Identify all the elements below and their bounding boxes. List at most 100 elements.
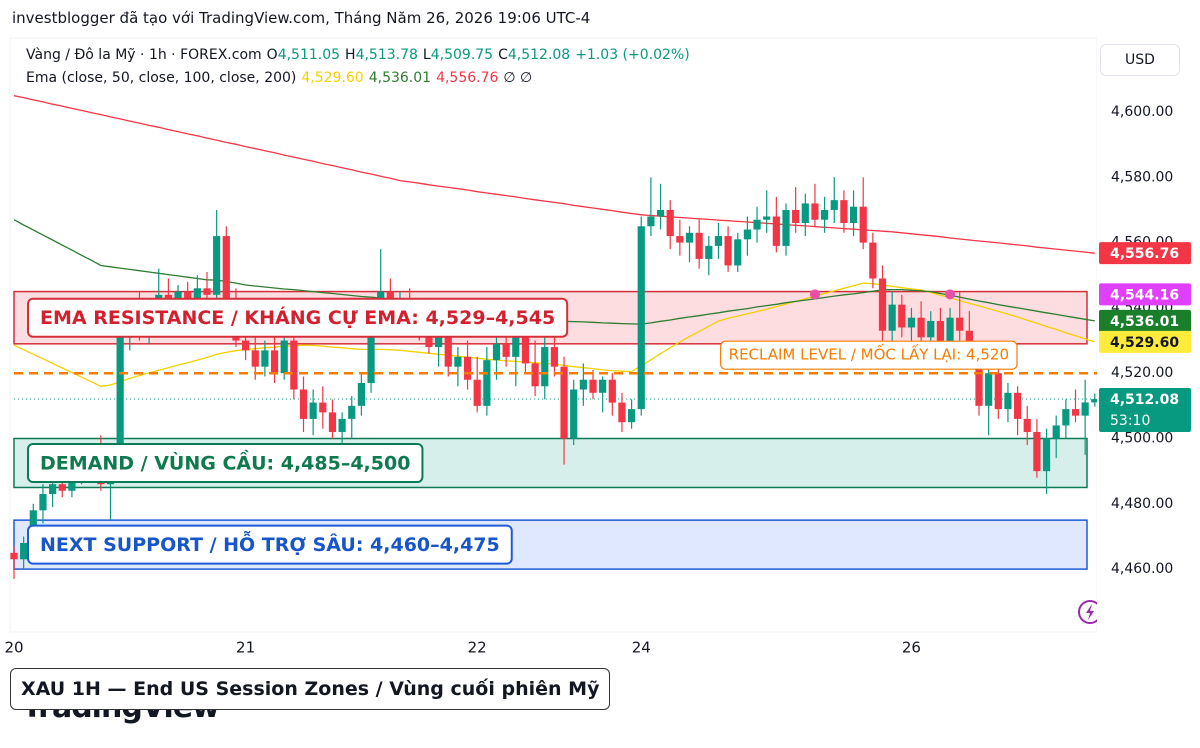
candle-body	[328, 412, 337, 432]
price-tag: 4,536.01	[1099, 309, 1191, 332]
candle-body	[338, 418, 346, 432]
candle-body	[840, 200, 848, 224]
candle-body	[676, 236, 684, 243]
candle-body	[994, 373, 1002, 410]
x-tick-label: 26	[902, 639, 921, 657]
candle-body	[608, 379, 616, 403]
candle-body	[907, 317, 916, 328]
zone-label-box	[27, 297, 569, 338]
candle-body	[270, 350, 279, 374]
candle-body	[792, 209, 800, 224]
candle-body	[184, 291, 192, 299]
candle-body	[280, 340, 288, 374]
candle-body	[821, 209, 829, 220]
candle-body	[782, 209, 790, 246]
candle-body	[473, 379, 481, 406]
y-tick-label: 4,480.00	[1111, 496, 1173, 512]
candle-body	[10, 552, 18, 560]
price-tag: 4,529.60	[1099, 330, 1191, 353]
candle-body	[512, 337, 520, 357]
price-tag-countdown: 53:10	[1110, 413, 1150, 429]
price-tag: 4,544.16	[1099, 283, 1191, 306]
ema-line	[13, 95, 1095, 254]
candle-body	[589, 379, 597, 393]
price-tag-label: 4,529.60	[1110, 335, 1179, 351]
ohlc-key: C	[498, 47, 508, 63]
candle-body	[550, 347, 558, 367]
candle-body	[483, 360, 491, 406]
candle-body	[724, 236, 732, 266]
candle-body	[685, 232, 694, 243]
change: +1.03 (+0.02%)	[575, 47, 690, 63]
indicator-extra: ∅ ∅	[503, 70, 533, 86]
symbol-legend: Vàng / Đô la Mỹ · 1h · FOREX.com O4,511.…	[26, 47, 690, 63]
marker-dot	[945, 289, 956, 300]
candle-body	[599, 379, 607, 393]
candle-body	[348, 405, 356, 419]
reclaim-label-box	[720, 340, 1018, 370]
candle-body	[734, 239, 742, 266]
zone-label-box	[27, 442, 424, 483]
candle-body	[975, 356, 983, 406]
price-tag-label: 4,512.08	[1110, 392, 1179, 408]
candle-body	[541, 347, 549, 387]
zone-label: EMA RESISTANCE / KHÁNG CỰ EMA: 4,529–4,5…	[27, 297, 569, 338]
candle-body	[444, 334, 452, 367]
credit-line: investblogger đã tạo với TradingView.com…	[12, 9, 591, 27]
indicator-value: 4,536.01	[368, 70, 432, 86]
zone-label-text: EMA RESISTANCE / KHÁNG CỰ EMA: 4,529–4,5…	[40, 306, 555, 329]
ohlc-value: 4,509.75	[430, 47, 494, 63]
price-tag-box	[1099, 388, 1191, 433]
candle-body	[213, 236, 221, 295]
candle-body	[1081, 402, 1089, 416]
lightning-button[interactable]	[1078, 600, 1102, 624]
candle-body	[753, 219, 761, 230]
candle-body	[174, 291, 182, 302]
candle-body	[222, 236, 230, 302]
caption: XAU 1H — End US Session Zones / Vùng cuố…	[10, 668, 611, 710]
candle-body	[936, 320, 944, 351]
candle-body	[319, 402, 327, 413]
ohlc-key: L	[422, 47, 431, 63]
candle-body	[705, 245, 713, 259]
y-tick-label: 4,460.00	[1111, 561, 1173, 577]
candle-body	[628, 409, 636, 423]
ohlc: O4,511.05 H4,513.78 L4,509.75 C4,512.08	[262, 47, 571, 63]
candle-body	[367, 317, 375, 383]
candle-body	[251, 350, 259, 367]
candle-body	[618, 402, 626, 423]
candle-body	[666, 209, 674, 237]
candle-body	[1014, 392, 1022, 419]
ohlc-key: H	[345, 47, 356, 63]
candle-body	[772, 216, 780, 246]
indicator-value: 4,556.76	[436, 70, 499, 86]
currency-button[interactable]: USD	[1100, 44, 1180, 76]
ohlc-value: 4,513.78	[355, 47, 418, 63]
candle-body	[521, 337, 530, 364]
candle-body	[946, 317, 954, 351]
candle-body	[203, 288, 211, 295]
candle-body	[927, 320, 935, 338]
candle-body	[869, 242, 877, 279]
candle-body	[656, 209, 665, 217]
candle-body	[1004, 392, 1012, 410]
candle-body	[878, 278, 887, 331]
indicator-legend: Ema (close, 50, close, 100, close, 200) …	[26, 70, 532, 86]
candle-body	[637, 226, 645, 410]
candle-body	[261, 350, 269, 367]
candle-body	[579, 379, 587, 390]
candle-body	[531, 363, 539, 387]
price-tag-box	[1099, 242, 1191, 265]
candle-body	[58, 484, 66, 491]
candle-body	[454, 356, 462, 367]
x-tick-label: 22	[468, 639, 487, 657]
candle-body	[299, 389, 308, 419]
lightning-icon	[1086, 604, 1094, 620]
y-tick-label: 4,500.00	[1111, 431, 1173, 447]
candle-body	[290, 340, 298, 390]
candle-body	[492, 343, 501, 361]
candle-body	[1023, 418, 1031, 432]
candle-body	[435, 334, 443, 348]
candle-body	[888, 304, 896, 331]
